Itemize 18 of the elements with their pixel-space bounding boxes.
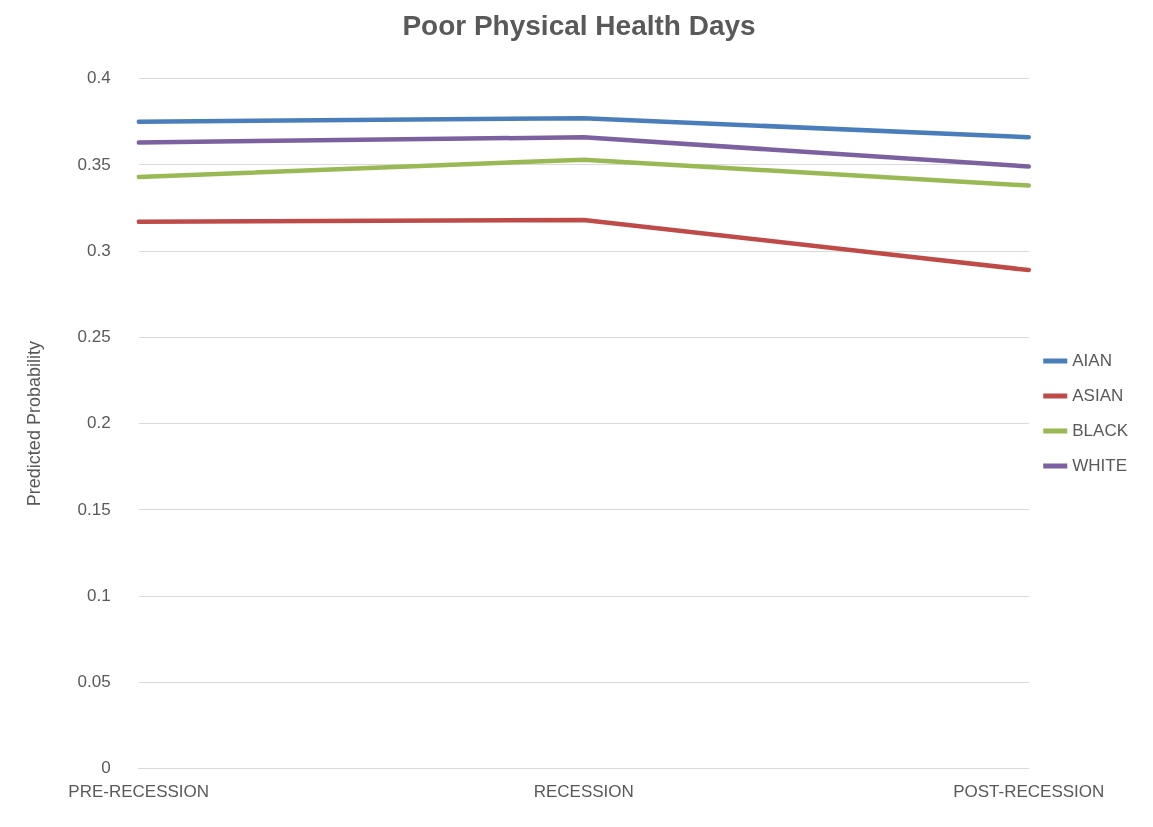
legend-label: WHITE [1072, 455, 1128, 475]
legend-label: AIAN [1072, 350, 1112, 370]
legend-label: BLACK [1072, 420, 1129, 440]
y-tick-label: 0.25 [77, 327, 111, 347]
y-tick-label: 0.2 [87, 413, 111, 433]
chart-title: Poor Physical Health Days [402, 9, 756, 41]
y-tick-label: 0.35 [77, 154, 111, 174]
y-tick-label: 0.15 [77, 499, 111, 519]
y-tick-label: 0.1 [87, 585, 111, 605]
y-tick-label: 0 [101, 758, 111, 778]
y-tick-label: 0.05 [77, 672, 111, 692]
y-axis-title: Predicted Probability [23, 341, 44, 507]
y-tick-label: 0.4 [87, 68, 111, 88]
x-tick-label: PRE-RECESSION [68, 782, 210, 802]
legend-label: ASIAN [1072, 385, 1124, 405]
y-tick-label: 0.3 [87, 240, 111, 260]
x-tick-label: RECESSION [533, 782, 634, 802]
x-tick-label: POST-RECESSION [953, 782, 1105, 802]
